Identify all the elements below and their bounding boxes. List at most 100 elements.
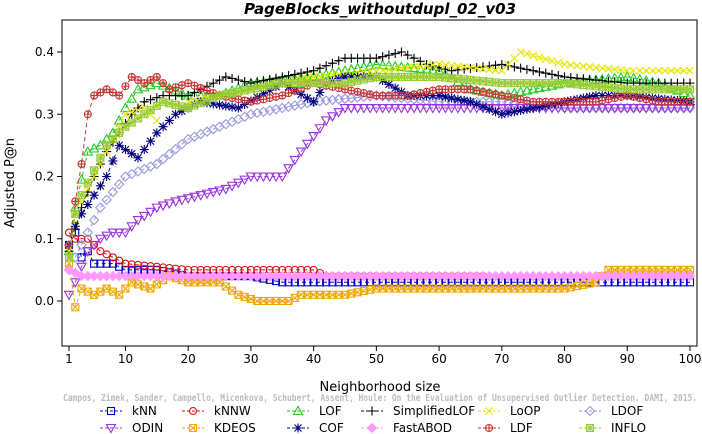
- data-point-loop: [679, 66, 688, 75]
- data-point-loop: [378, 66, 387, 74]
- data-point-loop: [592, 63, 600, 72]
- data-point-knnw: [127, 260, 136, 269]
- data-point-cof: [152, 128, 162, 138]
- data-point-cof: [95, 181, 105, 191]
- data-point-odin: [320, 116, 332, 127]
- data-point-inflo: [353, 76, 362, 85]
- data-point-ldof: [176, 138, 188, 150]
- data-point-odin: [640, 103, 652, 114]
- data-point-inflo: [71, 209, 80, 218]
- x-tick-label: 40: [306, 352, 321, 366]
- data-point-odin: [646, 103, 658, 114]
- data-point-inflo: [340, 79, 350, 88]
- series-inflo: [64, 72, 695, 262]
- legend-label: kNN: [132, 404, 157, 418]
- data-point-ldof: [264, 105, 276, 116]
- data-point-simplifiedlof: [390, 49, 400, 59]
- data-point-loop: [661, 66, 669, 75]
- data-point-cof: [108, 156, 118, 166]
- data-point-inflo: [616, 84, 626, 93]
- series-cof: [64, 72, 695, 250]
- data-point-inflo: [108, 135, 117, 144]
- legend-item-simplifiedlof: SimplifiedLOF: [361, 404, 475, 418]
- data-point-cof: [233, 103, 243, 113]
- data-point-odin: [364, 103, 376, 114]
- data-point-cof: [522, 104, 532, 114]
- data-point-loop: [673, 66, 682, 75]
- data-point-inflo: [478, 77, 488, 86]
- data-point-odin: [88, 240, 100, 251]
- data-point-cof: [70, 221, 80, 231]
- data-point-cof: [440, 92, 450, 102]
- data-point-ldf: [478, 87, 488, 96]
- data-point-inflo: [253, 84, 262, 93]
- data-point-loop: [523, 49, 531, 58]
- data-point-odin: [615, 103, 627, 114]
- data-point-ldof: [270, 103, 282, 115]
- data-point-kdeos: [228, 286, 237, 295]
- data-point-loop: [316, 72, 324, 81]
- data-point-loop: [472, 64, 481, 73]
- data-point-ldf: [121, 82, 130, 91]
- data-point-lof: [126, 93, 138, 103]
- y-tick-label: 0.4: [35, 45, 54, 59]
- data-point-cof: [258, 89, 268, 99]
- data-point-cof: [177, 106, 187, 116]
- data-point-odin: [339, 103, 351, 114]
- data-point-simplifiedlof: [422, 59, 432, 69]
- legend-marker: [484, 423, 494, 433]
- legend-item-ldof: LDOF: [579, 404, 643, 418]
- data-point-cof: [102, 172, 112, 181]
- data-point-odin: [628, 103, 639, 114]
- data-point-cof: [120, 145, 130, 155]
- data-point-ldf: [140, 79, 149, 88]
- data-point-odin: [195, 191, 207, 201]
- data-point-knn: [102, 259, 111, 268]
- data-point-ldof: [251, 107, 263, 119]
- data-point-inflo: [115, 128, 124, 137]
- data-point-cof: [484, 104, 494, 114]
- data-point-inflo: [685, 85, 695, 94]
- data-point-loop: [466, 63, 475, 72]
- data-point-loop: [397, 64, 406, 73]
- data-point-simplifiedlof: [503, 61, 513, 71]
- data-point-ldf: [146, 75, 155, 85]
- data-point-odin: [621, 103, 633, 114]
- data-point-loop: [686, 66, 694, 75]
- data-point-inflo: [177, 102, 186, 111]
- y-tick-label: 0.3: [35, 107, 54, 121]
- data-point-odin: [189, 192, 200, 203]
- data-point-loop: [573, 61, 581, 70]
- data-point-odin: [107, 228, 119, 239]
- data-point-knn: [96, 259, 105, 268]
- data-point-simplifiedlof: [315, 63, 325, 73]
- data-point-odin: [289, 155, 301, 166]
- legend-item-ldf: LDF: [478, 421, 533, 434]
- data-point-loop: [403, 63, 412, 72]
- data-point-cof: [146, 136, 156, 146]
- data-point-ldof: [258, 106, 269, 118]
- x-axis: 1 10 20 30 40 50 60 70 80 90 100: [65, 346, 701, 366]
- data-point-cof: [296, 89, 306, 99]
- x-axis-label: Neighborhood size: [320, 380, 441, 395]
- legend-marker: [584, 405, 596, 417]
- legend-label: LoOP: [510, 404, 541, 418]
- data-point-simplifiedlof: [534, 67, 544, 77]
- data-point-odin: [182, 194, 194, 204]
- data-point-inflo: [215, 91, 224, 100]
- data-point-knnw: [121, 259, 130, 268]
- data-point-ldf: [202, 86, 212, 95]
- data-point-loop: [654, 66, 663, 75]
- legend-label: LDOF: [611, 404, 643, 418]
- data-point-lof: [521, 84, 533, 95]
- data-point-inflo: [604, 83, 613, 92]
- data-point-cof: [133, 153, 143, 163]
- data-point-loop: [416, 62, 425, 71]
- data-point-cof: [491, 107, 501, 117]
- legend-marker: [106, 406, 116, 416]
- data-point-inflo: [359, 75, 368, 84]
- data-point-odin: [101, 231, 113, 242]
- data-point-odin: [270, 172, 282, 183]
- data-point-simplifiedlof: [497, 59, 507, 69]
